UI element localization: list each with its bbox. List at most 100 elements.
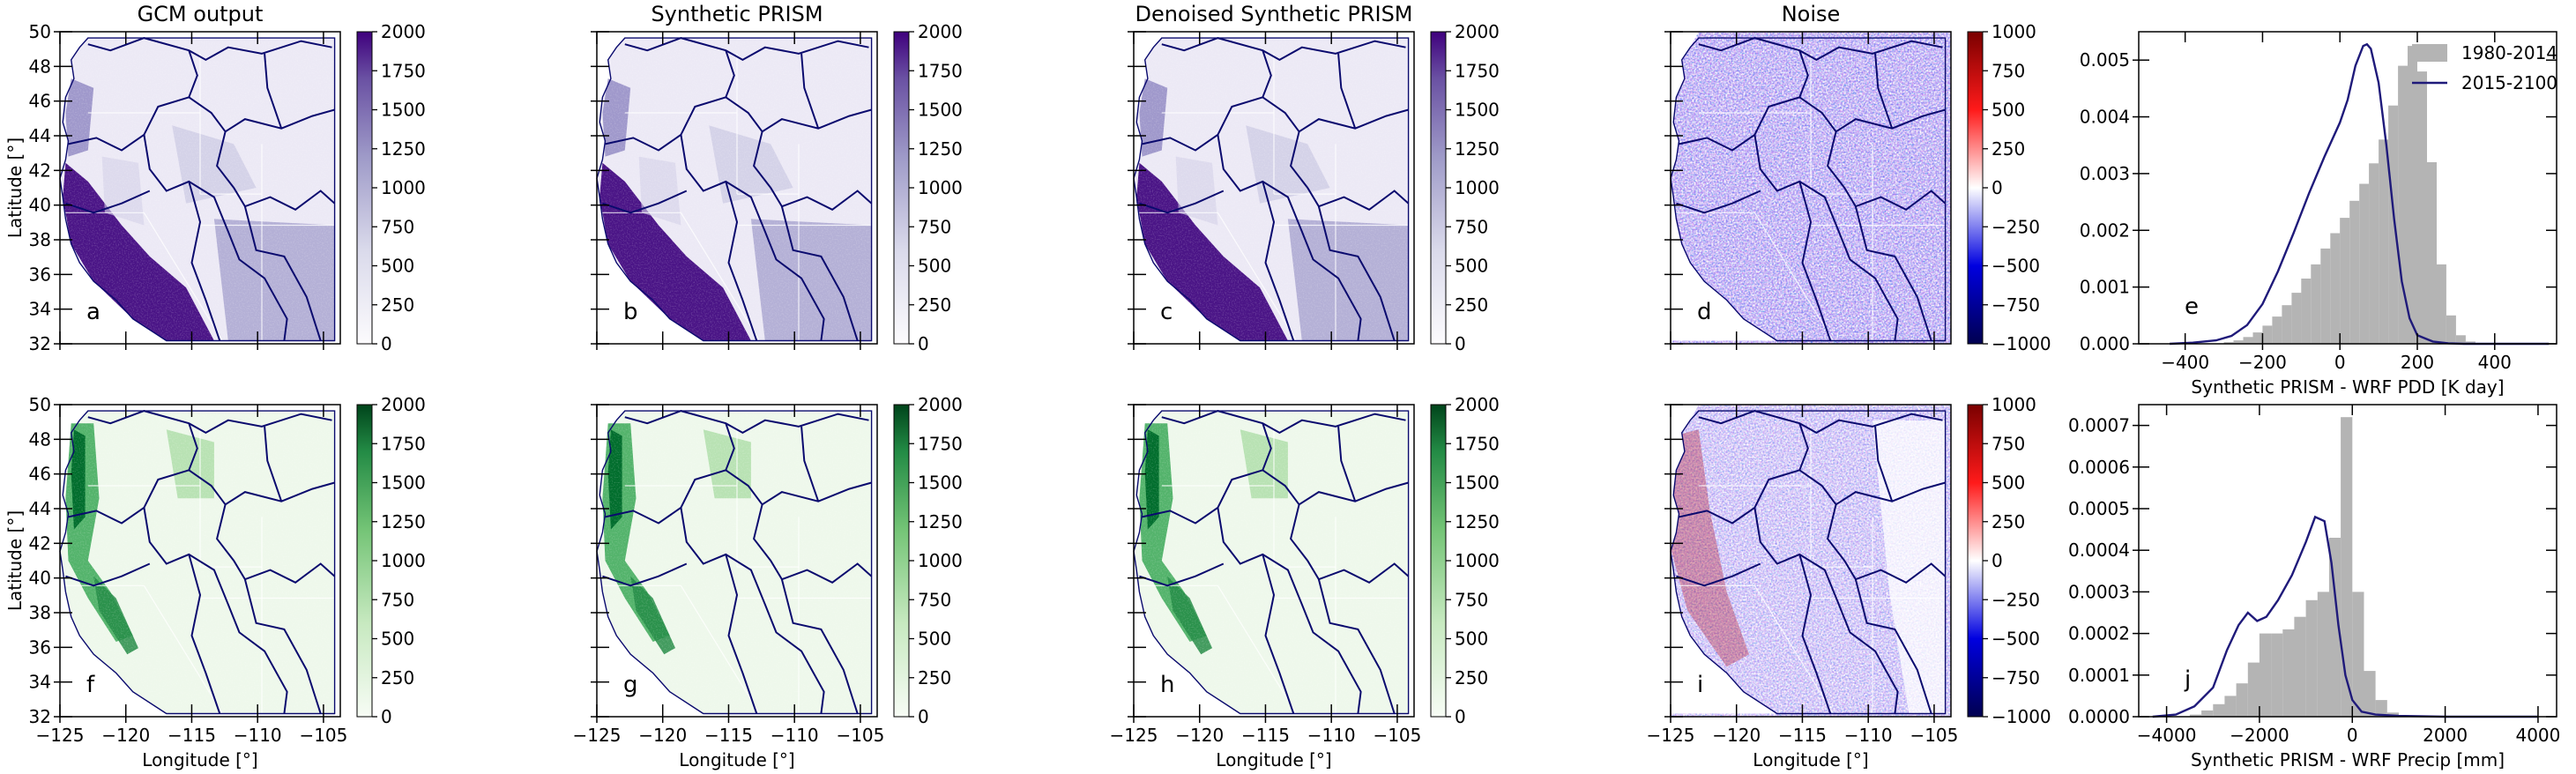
y-tick-label: 0.0001 (2068, 665, 2130, 686)
region-boundary (753, 131, 873, 211)
histogram-bar (2446, 315, 2456, 344)
region-boundary (780, 205, 859, 341)
panel-letter: f (86, 672, 95, 698)
histogram-bar (2317, 592, 2329, 717)
histogram-panel-j: −4000 −2000 0 2000 4000 0.0000 0.0001 0.0002 0.0… (2068, 404, 2560, 770)
lat-tick-label: 38 (29, 602, 51, 623)
x-axis-label: Longitude [°] (679, 749, 794, 770)
region-boundary (753, 504, 873, 584)
colorbar-tick-label: −250 (1992, 589, 2040, 610)
colorbar (1967, 31, 1984, 345)
region-boundary (1798, 181, 1832, 341)
lat-tick-label: 48 (29, 428, 51, 450)
lon-tick-label: −105 (299, 725, 347, 746)
region-boundary (1290, 504, 1410, 584)
histogram-bar (2436, 264, 2446, 344)
lon-tick-label: −115 (168, 725, 216, 746)
x-axis-label: Synthetic PRISM - WRF PDD [K day] (2191, 376, 2504, 398)
y-tick-label: 0.000 (2080, 333, 2130, 354)
state-line (680, 584, 760, 714)
panel-letter: b (623, 299, 638, 325)
column-title: Synthetic PRISM (651, 2, 823, 26)
region-boundary (800, 53, 820, 130)
colorbar-tick-label: 1250 (918, 138, 963, 160)
region-boundary (725, 554, 758, 714)
region-boundary (1854, 205, 1932, 341)
colorbar-tick-label: 2000 (918, 394, 963, 415)
lon-tick-label: −120 (101, 725, 150, 746)
lon-tick-label: −105 (1910, 725, 1958, 746)
colorbar-tick-label: 1750 (1455, 433, 1500, 454)
lon-tick-label: −105 (1373, 725, 1421, 746)
x-tick-label: 4000 (2515, 725, 2560, 746)
panel-letter: e (2185, 294, 2199, 320)
region-boundary (624, 410, 869, 435)
map-panel-a: 50 48 46 44 42 40 38 36 34 32 a GCM output Latitude … (4, 2, 426, 354)
region-boundary (1290, 131, 1410, 211)
histogram-bar (2247, 662, 2260, 717)
lat-tick-label: 38 (29, 229, 51, 250)
y-tick-label: 0.0002 (2068, 623, 2130, 644)
noise-plains-flat (1872, 420, 1946, 714)
region-boundary (1139, 190, 1225, 214)
region-boundary (605, 469, 872, 525)
histogram-bar (2427, 162, 2437, 344)
region-boundary (605, 96, 872, 152)
region-boundary (216, 131, 336, 211)
colorbar-tick-label: 0 (1455, 333, 1466, 354)
y-axis-label: Latitude [°] (4, 510, 26, 611)
colorbar (356, 31, 373, 345)
colorbar-tick-label: 500 (1455, 256, 1488, 277)
x-axis-label: Longitude [°] (142, 749, 257, 770)
histogram-bar (2271, 633, 2283, 717)
map-panel-c: c Denoised Synthetic PRISM 2000 1750 1500 125… (1128, 2, 1500, 354)
colorbar-tick-label: 500 (1455, 629, 1488, 650)
histogram-bar (2375, 700, 2387, 717)
lon-tick-label: −110 (234, 725, 282, 746)
colorbar-tick-label: 1250 (1455, 138, 1500, 160)
x-tick-label: 0 (2334, 352, 2346, 373)
histogram-bar (2398, 65, 2408, 344)
lat-tick-label: 40 (29, 195, 51, 216)
x-axis-label: Synthetic PRISM - WRF Precip [mm] (2191, 749, 2505, 770)
colorbar-tick-label: 750 (1455, 216, 1488, 237)
y-tick-label: 0.0006 (2068, 457, 2130, 478)
panel-letter: h (1160, 672, 1174, 698)
map-frame (596, 31, 878, 345)
lat-tick-label: 50 (29, 394, 51, 415)
column-title: GCM output (138, 2, 264, 26)
colorbar-tick-label: 0 (381, 706, 392, 727)
colorbar-tick-label: 1750 (918, 60, 963, 81)
colorbar-tick-label: 1750 (1455, 60, 1500, 81)
colorbar-tick-label: 1500 (381, 473, 426, 494)
lat-tick-label: 50 (29, 21, 51, 42)
y-tick-label: 0.0005 (2068, 498, 2130, 519)
region-boundary (188, 49, 198, 98)
colorbar-tick-label: 1000 (1992, 394, 2036, 415)
lon-tick-label: −125 (36, 725, 85, 746)
histogram-bar (2282, 629, 2295, 717)
legend-label: 1980-2014 (2461, 42, 2557, 63)
panel-letter: g (623, 672, 638, 698)
colorbar-tick-label: 750 (1455, 589, 1488, 610)
region-boundary (1217, 134, 1362, 341)
colorbar-tick-label: −250 (1992, 216, 2040, 237)
region-boundary (1753, 134, 1899, 341)
coastline (596, 410, 873, 715)
region-boundary (1854, 578, 1932, 714)
region-boundary (1337, 53, 1357, 130)
lon-tick-label: −120 (1175, 725, 1224, 746)
colorbar-tick-label: −500 (1992, 629, 2040, 650)
map-frame (59, 404, 341, 718)
lat-tick-label: 46 (29, 464, 51, 485)
lat-tick-label: 36 (29, 636, 51, 658)
colorbar-tick-label: 0 (1992, 177, 2003, 198)
region-boundary (243, 578, 322, 714)
x-tick-label: 2000 (2423, 725, 2468, 746)
colorbar-tick-label: 1000 (918, 550, 963, 571)
legend-swatch-hist (2412, 44, 2447, 62)
colorbar-tick-label: 500 (918, 629, 951, 650)
region-boundary (602, 562, 688, 587)
x-axis-label: Longitude [°] (1753, 749, 1868, 770)
y-tick-label: 0.0007 (2068, 415, 2130, 436)
